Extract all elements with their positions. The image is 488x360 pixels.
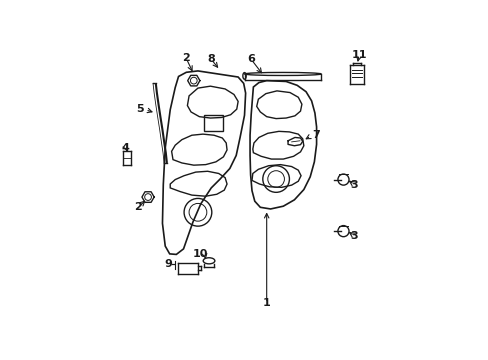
Text: 4: 4 xyxy=(122,143,129,153)
Text: 11: 11 xyxy=(351,50,366,60)
Text: 3: 3 xyxy=(350,180,358,190)
Text: 9: 9 xyxy=(164,260,172,269)
Bar xyxy=(203,115,223,131)
Text: 1: 1 xyxy=(262,298,270,308)
Text: 2: 2 xyxy=(134,202,142,212)
Text: 5: 5 xyxy=(136,104,144,114)
Text: 3: 3 xyxy=(350,231,358,241)
Text: 2: 2 xyxy=(182,53,190,63)
Text: 7: 7 xyxy=(311,130,319,140)
Text: 6: 6 xyxy=(247,54,255,64)
Text: 10: 10 xyxy=(192,249,207,260)
Text: 8: 8 xyxy=(207,54,215,64)
